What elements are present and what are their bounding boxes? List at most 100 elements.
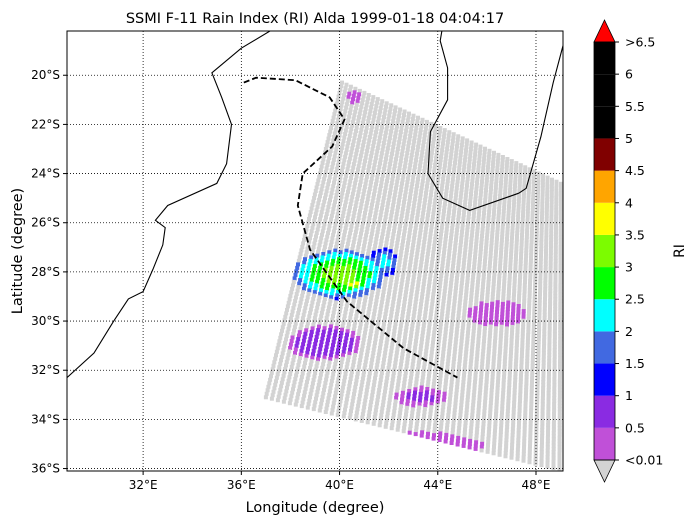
swath-pixel bbox=[461, 380, 466, 384]
swath-pixel bbox=[334, 355, 339, 360]
swath-pixel bbox=[513, 362, 518, 367]
swath-pixel bbox=[331, 161, 336, 166]
swath-pixel bbox=[348, 348, 352, 352]
swath-pixel bbox=[529, 402, 534, 407]
swath-pixel bbox=[415, 290, 420, 295]
swath-pixel bbox=[335, 322, 340, 327]
swath-pixel bbox=[379, 238, 384, 243]
swath-pixel bbox=[377, 317, 381, 322]
swath-pixel bbox=[545, 191, 550, 196]
swath-pixel bbox=[366, 378, 371, 383]
swath-pixel bbox=[508, 188, 512, 193]
swath-pixel bbox=[397, 166, 402, 170]
swath-pixel bbox=[473, 149, 478, 154]
swath-pixel bbox=[437, 290, 442, 295]
swath-pixel bbox=[501, 218, 506, 223]
swath-pixel bbox=[469, 355, 474, 360]
swath-pixel bbox=[392, 196, 397, 201]
swath-pixel bbox=[390, 377, 395, 382]
swath-pixel bbox=[444, 188, 449, 193]
swath-pixel bbox=[377, 423, 382, 428]
swath-pixel bbox=[541, 380, 546, 384]
swath-pixel bbox=[326, 182, 331, 187]
swath-pixel bbox=[412, 165, 417, 170]
swath-pixel bbox=[318, 343, 323, 348]
swath-pixel bbox=[305, 379, 309, 384]
swath-pixel bbox=[352, 236, 357, 241]
swath-pixel bbox=[390, 303, 395, 308]
swath-pixel bbox=[359, 176, 364, 181]
swath-pixel bbox=[302, 393, 307, 398]
swath-pixel bbox=[343, 128, 348, 133]
swath-pixel bbox=[475, 180, 479, 185]
swath-pixel bbox=[557, 426, 562, 431]
swath-pixel bbox=[481, 166, 486, 171]
swath-pixel bbox=[327, 224, 332, 229]
swath-pixel bbox=[545, 182, 550, 186]
swath-pixel bbox=[493, 188, 498, 193]
swath-pixel bbox=[315, 389, 320, 394]
swath-pixel bbox=[531, 344, 536, 349]
swath-pixel bbox=[539, 250, 544, 255]
swath-pixel bbox=[513, 378, 518, 383]
swath-pixel bbox=[356, 332, 361, 337]
swath-pixel bbox=[444, 192, 449, 197]
swath-pixel bbox=[412, 136, 417, 140]
swath-pixel bbox=[558, 331, 563, 335]
swath-pixel bbox=[327, 392, 332, 397]
swath-pixel bbox=[492, 352, 497, 357]
swath-pixel bbox=[365, 200, 370, 205]
swath-pixel bbox=[367, 135, 372, 139]
swath-pixel bbox=[333, 222, 338, 227]
swath-pixel bbox=[380, 125, 384, 130]
swath-pixel bbox=[427, 241, 432, 246]
swath-pixel bbox=[496, 373, 501, 378]
swath-pixel bbox=[480, 173, 485, 177]
swath-pixel bbox=[472, 316, 477, 320]
swath-pixel bbox=[427, 203, 432, 208]
swath-pixel bbox=[414, 380, 419, 385]
coastlines bbox=[67, 31, 563, 379]
swath-pixel bbox=[404, 154, 409, 159]
swath-pixel bbox=[400, 278, 405, 283]
swath-pixel bbox=[564, 330, 568, 334]
swath-pixel bbox=[371, 140, 376, 145]
swath-pixel bbox=[434, 268, 439, 273]
swath-pixel bbox=[397, 417, 402, 422]
swath-pixel bbox=[381, 228, 386, 233]
swath-pixel bbox=[438, 434, 442, 439]
swath-pixel bbox=[502, 368, 507, 373]
swath-pixel bbox=[354, 174, 359, 179]
swath-pixel bbox=[380, 99, 385, 104]
swath-pixel bbox=[330, 408, 335, 413]
swath-pixel bbox=[546, 429, 550, 434]
swath-pixel bbox=[528, 437, 533, 442]
swath-pixel bbox=[462, 370, 467, 375]
swath-pixel bbox=[402, 380, 407, 385]
swath-pixel bbox=[382, 192, 387, 197]
swath-pixel bbox=[286, 326, 291, 331]
swath-pixel bbox=[454, 286, 458, 290]
swath-pixel bbox=[445, 423, 450, 427]
swath-pixel bbox=[491, 218, 496, 223]
swath-pixel bbox=[516, 434, 521, 439]
swath-pixel bbox=[552, 357, 557, 362]
swath-pixel bbox=[535, 213, 540, 218]
swath-pixel bbox=[541, 176, 545, 181]
swath-pixel bbox=[444, 272, 449, 277]
swath-pixel bbox=[350, 366, 355, 371]
swath-pixel bbox=[351, 240, 356, 245]
swath-pixel bbox=[472, 389, 477, 394]
swath-pixel bbox=[429, 154, 434, 159]
swath-pixel bbox=[549, 184, 554, 188]
swath-pixel bbox=[516, 428, 521, 433]
swath-pixel bbox=[329, 411, 334, 416]
swath-pixel bbox=[538, 260, 543, 264]
swath-pixel bbox=[447, 348, 452, 353]
swath-pixel bbox=[505, 224, 510, 228]
swath-pixel bbox=[553, 307, 558, 311]
swath-pixel bbox=[485, 366, 490, 371]
swath-pixel bbox=[518, 271, 523, 276]
swath-pixel bbox=[495, 159, 500, 164]
swath-pixel bbox=[476, 334, 481, 339]
